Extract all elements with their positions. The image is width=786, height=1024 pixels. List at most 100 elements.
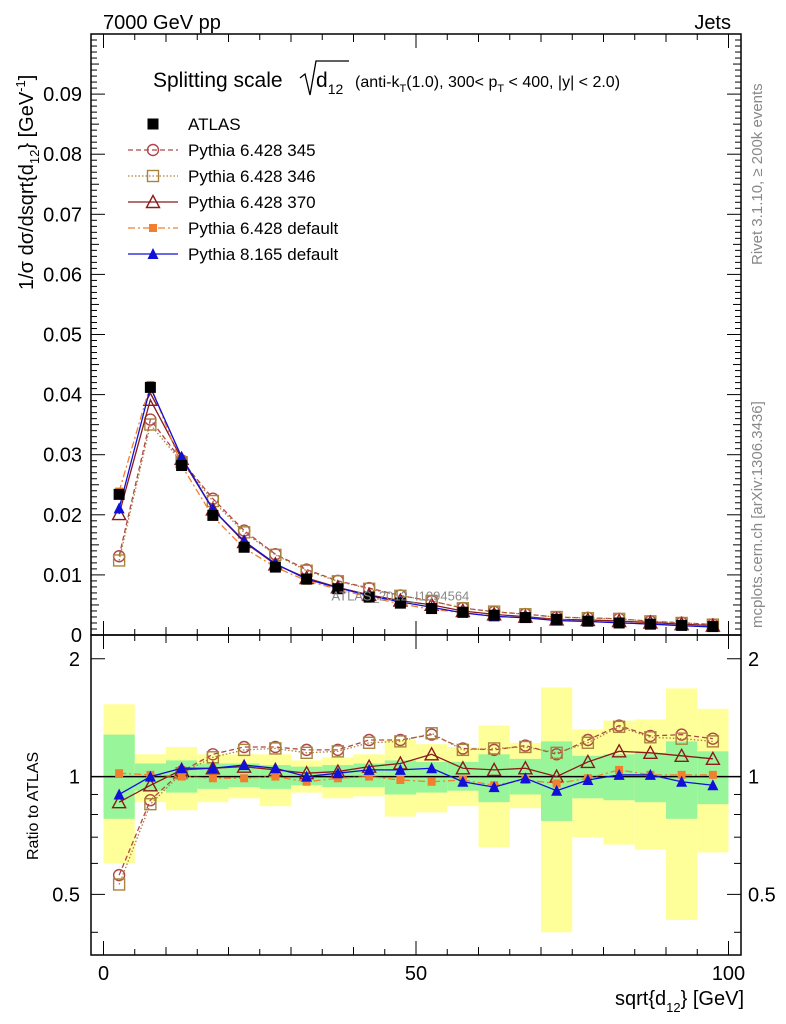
- series-marker-ratio: [300, 746, 313, 760]
- series-line-ratio: [118, 764, 713, 796]
- series-marker-ratio: [207, 762, 219, 774]
- series-marker-ratio: [111, 794, 127, 809]
- series-marker-ratio: [177, 772, 186, 781]
- atlas-data-point: [519, 612, 531, 624]
- legend-label: Pythia 6.428 346: [188, 167, 316, 186]
- y-tick-label: 0.08: [43, 144, 82, 166]
- legend-label: Pythia 6.428 345: [188, 141, 316, 160]
- atlas-data-point: [676, 619, 688, 631]
- ratio-panel: [91, 687, 741, 933]
- series-marker-ratio: [644, 731, 657, 744]
- series-marker-ratio: [113, 788, 125, 800]
- y-tick-label: 0.01: [43, 565, 82, 587]
- legend-marker: [146, 169, 160, 183]
- series-marker-ratio: [519, 772, 531, 784]
- series-marker-ratio: [362, 736, 376, 749]
- series-marker-ratio: [552, 779, 561, 788]
- series-marker-ratio: [613, 768, 625, 780]
- x-tick-label: 0: [98, 963, 109, 985]
- series-marker-ratio: [487, 742, 501, 755]
- legend-marker: [147, 248, 159, 259]
- y-tick-label: 0.07: [43, 204, 82, 226]
- series-marker-ratio: [237, 743, 251, 757]
- atlas-data-point: [613, 617, 625, 629]
- atlas-data-point: [113, 488, 125, 500]
- series-marker-ratio: [488, 781, 500, 793]
- uncertainty-band-inner: [478, 754, 510, 803]
- legend-marker: [149, 224, 157, 232]
- series-marker-ratio: [269, 742, 282, 755]
- series-marker-ratio: [112, 878, 126, 891]
- atlas-data-point: [301, 573, 313, 585]
- legend-label: Pythia 6.428 default: [188, 219, 339, 238]
- atlas-data-point: [363, 591, 375, 603]
- series-marker-ratio: [365, 772, 374, 781]
- series-marker-ratio: [271, 772, 280, 781]
- series-marker-ratio: [676, 775, 688, 787]
- series-marker-ratio: [580, 753, 596, 769]
- series-marker-ratio: [486, 761, 502, 777]
- series-marker-ratio: [582, 773, 594, 785]
- series-marker-ratio: [456, 743, 470, 757]
- legend-label-atlas: ATLAS: [188, 115, 241, 134]
- legend: ATLAS Pythia 6.428 345 Pythia 6.428 346 Pyt…: [128, 115, 339, 264]
- x-tick-label: 100: [712, 963, 745, 985]
- series-marker-ratio: [673, 747, 690, 762]
- series-marker-ratio: [644, 768, 656, 780]
- sqrt-symbol: [299, 60, 349, 96]
- analysis-watermark: ATLAS_2012_I1094564: [331, 589, 469, 604]
- x-tick-label: 50: [405, 963, 427, 985]
- series-marker-ratio: [176, 762, 188, 774]
- title-d: d12: [316, 69, 343, 97]
- series-marker-ratio: [457, 775, 469, 787]
- main-panel: ATLAS_2012_I1094564: [111, 380, 721, 633]
- series-marker-main: [111, 506, 127, 521]
- series-marker-ratio: [208, 774, 217, 783]
- atlas-data-point: [426, 603, 438, 615]
- series-marker-ratio: [708, 770, 717, 779]
- series-marker-ratio: [426, 762, 438, 774]
- series-marker-ratio: [331, 745, 345, 758]
- series-marker-main: [112, 554, 126, 567]
- legend-label: Pythia 8.165 default: [188, 245, 339, 264]
- series-marker-ratio: [675, 732, 688, 745]
- series-marker-ratio: [144, 797, 157, 811]
- series-marker-ratio: [363, 763, 375, 775]
- atlas-data-point: [394, 597, 406, 609]
- y-tick-label: 0.03: [43, 445, 82, 467]
- series-line-ratio: [118, 726, 713, 885]
- ratio-y-tick-label: 1: [69, 767, 80, 789]
- series-marker-ratio: [302, 777, 311, 786]
- series-marker-ratio: [519, 740, 532, 754]
- series-marker-main: [113, 502, 125, 514]
- mcplots-label: mcplots.cern.ch [arXiv:1306.3436]: [749, 401, 766, 628]
- ratio-y-axis-label: Ratio to ATLAS: [25, 752, 42, 860]
- series-marker-ratio: [551, 784, 563, 796]
- atlas-data-point: [176, 460, 188, 472]
- series-marker-ratio: [612, 720, 626, 734]
- series-marker-ratio: [611, 743, 627, 758]
- atlas-data-point: [332, 583, 344, 595]
- atlas-data-point: [644, 618, 656, 630]
- header-energy-label: 7000 GeV pp: [103, 12, 221, 34]
- legend-marker-atlas: [147, 118, 159, 130]
- series-marker-main: [144, 418, 157, 431]
- series-marker-ratio: [332, 767, 344, 779]
- y-tick-label: 0.04: [43, 385, 82, 407]
- series-marker-ratio: [677, 770, 686, 779]
- series-marker-ratio: [112, 868, 126, 882]
- ratio-y-tick-label-right: 0.5: [748, 884, 776, 906]
- series-marker-ratio: [115, 769, 124, 778]
- series-marker-ratio: [706, 735, 720, 748]
- atlas-data-point: [269, 561, 281, 573]
- series-marker-ratio: [333, 774, 342, 783]
- series-marker-ratio: [425, 727, 438, 740]
- legend-marker: [145, 194, 161, 209]
- series-marker-ratio: [142, 777, 159, 792]
- series-marker-ratio: [427, 777, 436, 786]
- ratio-y-tick-label-right: 1: [748, 767, 759, 789]
- ratio-y-tick-label: 2: [69, 649, 80, 671]
- series-marker-ratio: [238, 759, 250, 771]
- series-marker-ratio: [394, 763, 406, 775]
- series-marker-ratio: [240, 774, 249, 783]
